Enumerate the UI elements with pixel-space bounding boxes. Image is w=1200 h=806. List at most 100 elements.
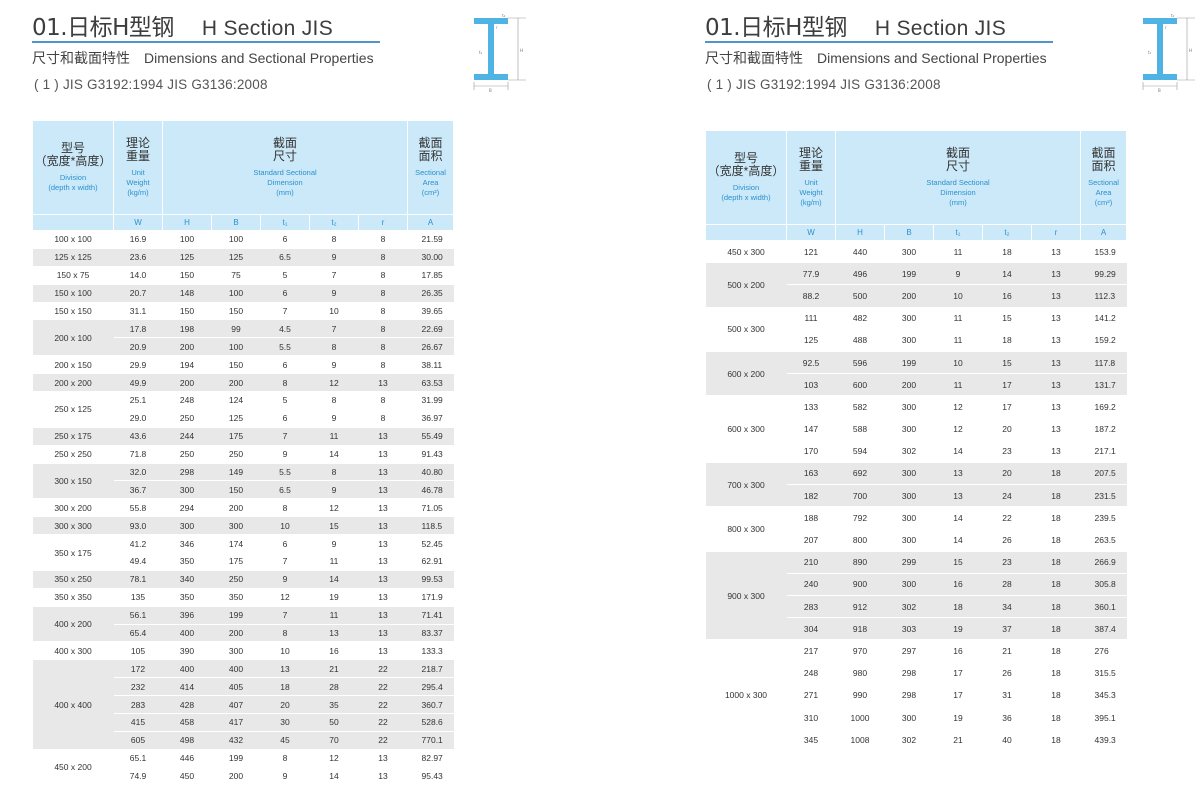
- standard-reference: ( 1 ) JIS G3192:1994 JIS G3136:2008: [707, 77, 941, 92]
- table-row: 20.9 200 100 5.5 8 8 26.67: [33, 337, 454, 357]
- b-cell: 175: [211, 427, 261, 446]
- b-cell: 300: [884, 528, 934, 552]
- dimension-header: 截面 尺寸 Standard Sectional Dimension (mm): [161, 120, 409, 215]
- h-cell: 692: [835, 462, 885, 486]
- division-cell: 125 x 125: [32, 248, 114, 267]
- area-cell: 95.43: [407, 767, 454, 786]
- h-cell: 396: [162, 606, 212, 625]
- area-cell: 360.1: [1080, 595, 1127, 619]
- weight-cell: 71.8: [113, 445, 163, 464]
- r-cell: 22: [358, 731, 408, 750]
- area-cell: 295.4: [407, 677, 454, 697]
- t2-cell: 8: [309, 230, 359, 249]
- weight-cell: 29.9: [113, 355, 163, 375]
- h-cell: 792: [835, 506, 885, 530]
- h-cell: 346: [162, 534, 212, 554]
- t1-cell: 17: [933, 684, 983, 707]
- t2-cell: 70: [309, 731, 359, 750]
- h-cell: 148: [162, 284, 212, 303]
- h-cell: 980: [835, 662, 885, 685]
- t1-cell: 8: [260, 749, 310, 768]
- weight-cell: 105: [113, 641, 163, 661]
- t2-cell: 28: [309, 677, 359, 697]
- h-cell: 390: [162, 641, 212, 661]
- h-label: H: [520, 48, 523, 53]
- table-row: 74.9 450 200 9 14 13 95.43: [33, 767, 454, 786]
- area-cell: 21.59: [407, 230, 454, 249]
- subtitle: 尺寸和截面特性 Dimensions and Sectional Properti…: [705, 48, 1047, 68]
- table-row: 400 x 400 172 400 400 13 21 22 218.7: [32, 659, 454, 750]
- h-cell: 440: [835, 240, 885, 264]
- t2-cell: 11: [309, 427, 359, 446]
- b-cell: 199: [884, 351, 934, 375]
- area-cell: 239.5: [1080, 506, 1127, 530]
- table-row: 88.2 500 200 10 16 13 112.3: [706, 284, 1127, 308]
- t2-cell: 9: [309, 480, 359, 500]
- b-cell: 300: [211, 516, 261, 536]
- h-cell: 458: [162, 713, 212, 732]
- subtitle-zh: 尺寸和截面特性: [32, 50, 130, 66]
- area-cell: 231.5: [1080, 484, 1127, 508]
- b-cell: 199: [211, 606, 261, 625]
- weight-cell: 31.1: [113, 302, 163, 321]
- division-header: 型号 （宽度*高度） Division (depth x width): [705, 130, 787, 225]
- b-cell: 300: [884, 573, 934, 597]
- r-cell: 13: [358, 641, 408, 661]
- r-cell: 18: [1031, 595, 1081, 619]
- area-cell: 360.7: [407, 695, 454, 715]
- weight-header: 理论 重量 Unit Weight (kg/m): [113, 120, 163, 215]
- title-number: 01.日标H型钢: [32, 15, 174, 41]
- division-cell: 400 x 200: [32, 606, 114, 643]
- weight-cell: 147: [786, 418, 836, 441]
- t1-cell: 12: [933, 418, 983, 441]
- symbol-r: r: [357, 214, 409, 231]
- b-cell: 200: [884, 373, 934, 397]
- table-row: 200 x 100 17.8 198 99 4.5 7 8 22.69: [32, 319, 454, 357]
- area-cell: 217.1: [1080, 440, 1127, 463]
- t1-cell: 7: [260, 302, 310, 321]
- h-section-table-left: 型号 （宽度*高度） Division (depth x width) 理论 重量…: [32, 120, 455, 786]
- table-row: 182 700 300 13 24 18 231.5: [706, 484, 1127, 508]
- area-cell: 117.8: [1080, 351, 1127, 375]
- t1-cell: 11: [933, 240, 983, 264]
- t1-cell: 6.5: [260, 480, 310, 500]
- t2-cell: 17: [982, 373, 1032, 397]
- t1-cell: 5.5: [260, 463, 310, 482]
- t1-cell: 7: [260, 552, 310, 571]
- area-cell: 112.3: [1080, 284, 1127, 308]
- weight-cell: 23.6: [113, 248, 163, 267]
- b-cell: 302: [884, 440, 934, 463]
- page-title: 01.日标H型钢 H Section JIS: [32, 8, 333, 44]
- division-header: 型号 （宽度*高度） Division (depth x width): [32, 120, 114, 215]
- b-cell: 299: [884, 551, 934, 574]
- t2-cell: 15: [309, 516, 359, 536]
- h-cell: 582: [835, 395, 885, 419]
- area-cell: 315.5: [1080, 662, 1127, 685]
- division-cell: 250 x 250: [32, 445, 114, 464]
- h-cell: 428: [162, 695, 212, 715]
- table-row: 147 588 300 12 20 13 187.2: [706, 418, 1127, 441]
- division-symbol: [705, 224, 787, 241]
- table-row: 29.0 250 125 6 9 8 36.97: [33, 409, 454, 428]
- right-panel: 01.日标H型钢 H Section JIS 尺寸和截面特性 Dimensions…: [705, 0, 1200, 806]
- weight-cell: 135: [113, 588, 163, 607]
- r-label: r: [496, 25, 498, 30]
- r-cell: 13: [1031, 329, 1081, 352]
- t2-label: t₂: [1171, 14, 1175, 18]
- h-cell: 918: [835, 617, 885, 641]
- area-cell: 82.97: [407, 749, 454, 768]
- b-cell: 200: [211, 373, 261, 393]
- symbol-h: H: [162, 214, 212, 231]
- area-cell: 118.5: [407, 516, 454, 536]
- t2-cell: 28: [982, 573, 1032, 597]
- r-cell: 13: [358, 480, 408, 500]
- symbol-w: W: [786, 224, 836, 241]
- area-cell: 26.35: [407, 284, 454, 303]
- h-cell: 912: [835, 595, 885, 619]
- weight-cell: 20.7: [113, 284, 163, 303]
- table-row: 350 x 350 135 350 350 12 19 13 171.9: [32, 588, 454, 607]
- division-cell: 600 x 200: [705, 351, 787, 397]
- b-label: B: [489, 88, 492, 93]
- r-cell: 13: [358, 749, 408, 768]
- t2-cell: 9: [309, 248, 359, 267]
